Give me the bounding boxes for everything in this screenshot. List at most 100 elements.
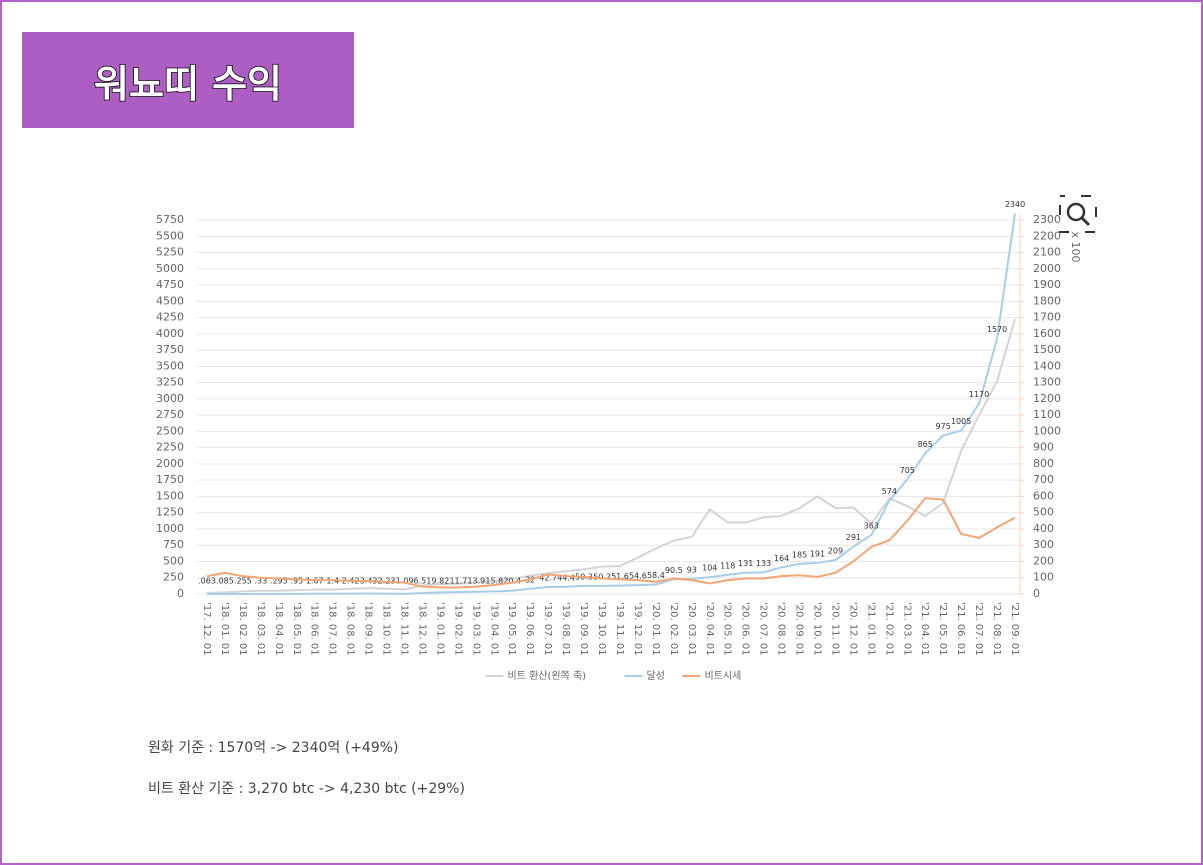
x-tick-label: '21. 02. 01 [883,602,894,656]
x-tick-label: '18. 11. 01 [399,602,410,656]
x-tick-label: '19. 03. 01 [470,602,481,656]
y2-tick-label: 600 [1033,489,1054,502]
y2-tick-label: 400 [1033,522,1054,535]
data-label: 865 [918,440,933,449]
data-label: .063 [198,577,216,586]
x-tick-label: '21. 07. 01 [973,602,984,656]
data-label: 54.6 [629,572,647,581]
x-tick-label: '19. 06. 01 [524,602,535,656]
y2-tick-label: 2100 [1033,246,1061,259]
y-tick-label: 2000 [156,457,184,470]
data-label: 209 [828,547,843,556]
data-label: 90.5 [665,566,683,575]
series-line [206,213,1016,595]
x-tick-label: '20. 04. 01 [704,602,715,656]
series-line [206,497,1016,589]
y-tick-label: 1750 [156,473,184,486]
x-tick-label: '21. 09. 01 [1009,602,1020,656]
x-tick-label: '19. 02. 01 [452,602,463,656]
x-tick-label: '19. 11. 01 [614,602,625,656]
y2-tick-label: 500 [1033,506,1054,519]
data-label: 1005 [951,417,971,426]
legend-label: 비트시세 [705,670,742,682]
y-tick-label: 250 [163,571,184,584]
header-box: 워뇨띠 수익 [22,32,354,128]
x-tick-label: '19. 10. 01 [596,602,607,656]
x-tick-label: '20. 01. 01 [650,602,661,656]
y2-tick-label: 1800 [1033,294,1061,307]
y-tick-label: 4000 [156,327,184,340]
series-line [206,318,1016,594]
x-tick-label: '19. 09. 01 [578,602,589,656]
y2-tick-label: 1300 [1033,376,1061,389]
y-tick-label: 0 [177,587,184,600]
y2-tick-label: 2000 [1033,262,1061,275]
x-tick-label: '18. 07. 01 [327,602,338,656]
y-tick-label: 3750 [156,343,184,356]
data-label: 6.51 [414,577,432,586]
y2-tick-label: 2300 [1033,213,1061,226]
y-tick-label: 4250 [156,311,184,324]
x-tick-label: '20. 05. 01 [722,602,733,656]
y-tick-label: 2500 [156,424,184,437]
data-label: .295 [270,577,288,586]
y2-tick-label: 200 [1033,554,1054,567]
y-tick-label: 1250 [156,506,184,519]
x-tick-label: '21. 01. 01 [865,602,876,656]
y-tick-label: 5750 [156,213,184,226]
x-tick-label: '21. 06. 01 [955,602,966,656]
zoom-icon[interactable] [1059,195,1097,233]
x-tick-label: '18. 12. 01 [416,602,427,656]
data-label: .95 [290,577,303,586]
x-tick-label: '19. 05. 01 [506,602,517,656]
data-label: 118 [720,561,735,570]
x-tick-label: '19. 12. 01 [632,602,643,656]
data-label: 93 [687,565,697,574]
data-label: 1.09 [396,577,414,586]
y-tick-label: 4750 [156,278,184,291]
data-label: 104 [702,564,717,573]
x-tick-label: '18. 06. 01 [309,602,320,656]
x-tick-label: '18. 04. 01 [273,602,284,656]
y2-tick-label: 2200 [1033,229,1061,242]
x-tick-label: '18. 10. 01 [381,602,392,656]
x-tick-label: '20. 11. 01 [829,602,840,656]
y-tick-label: 5250 [156,246,184,259]
x-tick-label: '20. 09. 01 [794,602,805,656]
y2-tick-label: 1100 [1033,408,1061,421]
y-tick-label: 5500 [156,229,184,242]
data-label: 2340 [1005,200,1025,209]
data-label: 291 [846,533,861,542]
data-label: 363 [864,521,879,530]
x-tick-label: '17. 12. 01 [201,602,212,656]
y2-tick-label: 0 [1033,587,1040,600]
x-tick-label: '18. 05. 01 [291,602,302,656]
x-tick-label: '18. 08. 01 [345,602,356,656]
x-tick-label: '20. 03. 01 [686,602,697,656]
x-tick-label: '18. 02. 01 [237,602,248,656]
y-tick-label: 3250 [156,376,184,389]
y2-tick-label: 300 [1033,538,1054,551]
y2-tick-label: 1500 [1033,343,1061,356]
x-tick-label: '18. 03. 01 [255,602,266,656]
data-label: 13.9 [467,577,485,586]
header-title: 워뇨띠 수익 [93,61,283,107]
y2-tick-label: 800 [1033,457,1054,470]
x-tick-label: '19. 04. 01 [488,602,499,656]
caption: 비트 환산 기준 : 3,270 btc -> 4,230 btc (+29%) [148,781,465,797]
x-tick-label: '18. 01. 01 [219,602,230,656]
data-label: 44.4 [557,573,575,582]
data-label: 164 [774,554,789,563]
data-label: 51.6 [611,572,629,581]
y-tick-label: 1000 [156,522,184,535]
data-label: 11.7 [449,577,467,586]
y-tick-label: 3500 [156,359,184,372]
x-tick-label: '21. 05. 01 [937,602,948,656]
data-label: 58.4 [647,571,665,580]
y-tick-label: 4500 [156,294,184,307]
data-label: 705 [900,466,915,475]
y2-tick-label: 900 [1033,441,1054,454]
x-tick-label: '18. 09. 01 [363,602,374,656]
